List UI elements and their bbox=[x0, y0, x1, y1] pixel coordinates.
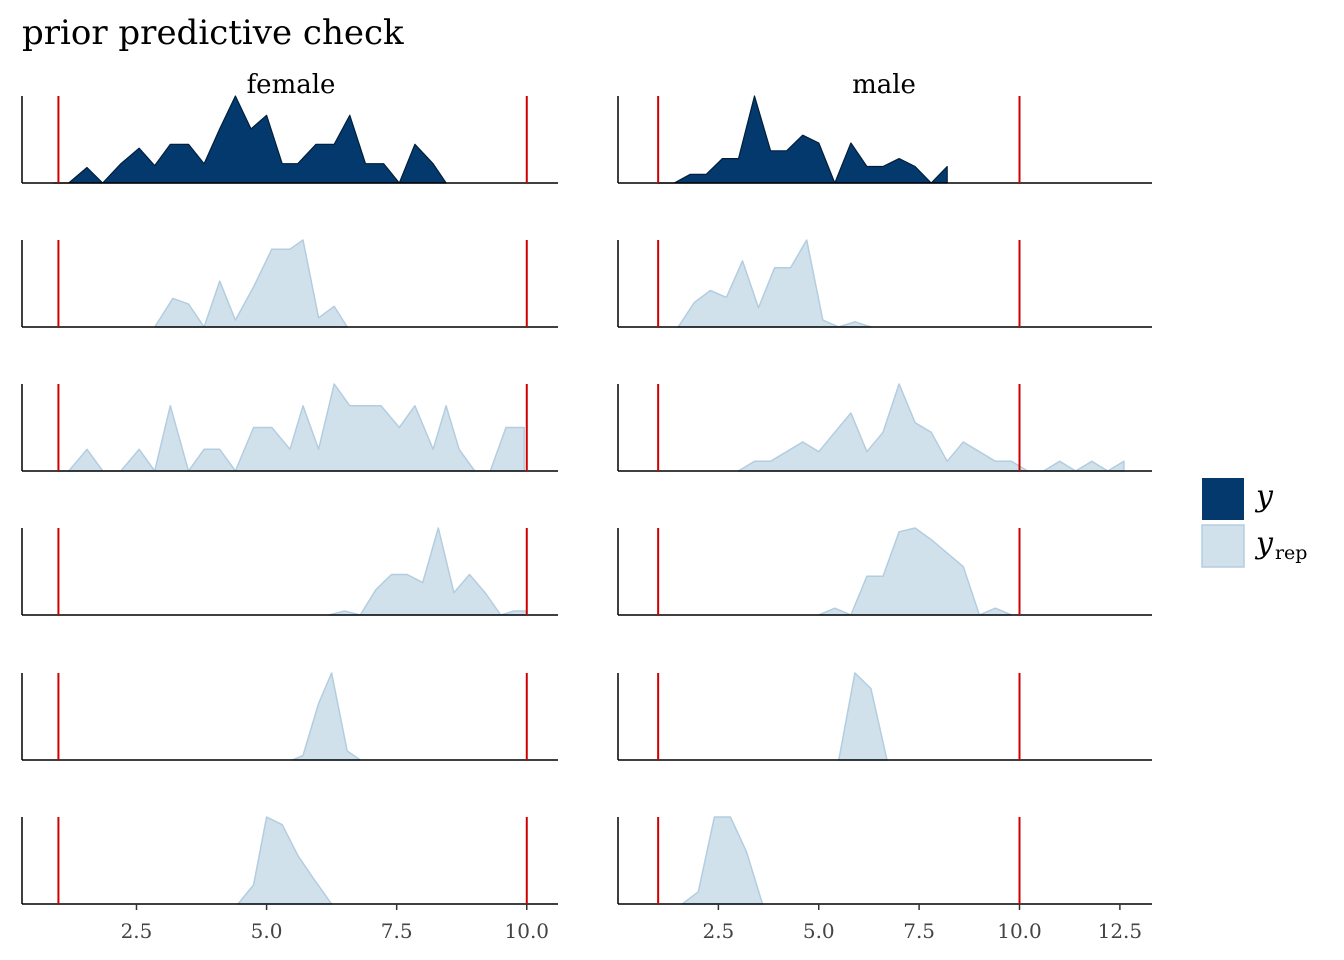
facet-panel-male: 2.5 5.0 7.5 10.0 12.5 bbox=[617, 95, 1152, 943]
y-density-male-row-1 bbox=[657, 95, 948, 184]
yrep-density-female-row-3 bbox=[57, 383, 525, 472]
legend-yrep-swatch bbox=[1201, 524, 1245, 568]
yrep-density-male-row-3 bbox=[737, 383, 1125, 472]
yrep-density-female-row-2 bbox=[153, 239, 348, 328]
x-tick-label-male-7.5: 7.5 bbox=[903, 919, 935, 943]
facet-label-male: male bbox=[852, 70, 916, 100]
yrep-density-male-row-2 bbox=[677, 239, 872, 328]
legend-y-label: y bbox=[1254, 479, 1274, 514]
facet-panel-female: 2.5 5.0 7.5 10.0 bbox=[21, 95, 558, 943]
legend: y y rep bbox=[1201, 478, 1307, 568]
yrep-density-male-row-5 bbox=[838, 672, 888, 761]
x-tick-label-female-7.5: 7.5 bbox=[381, 919, 413, 943]
x-tick-label-male-5.0: 5.0 bbox=[803, 919, 835, 943]
yrep-density-male-row-4 bbox=[818, 527, 1013, 616]
legend-y-swatch bbox=[1202, 478, 1244, 520]
x-tick-label-male-12.5: 12.5 bbox=[1098, 919, 1143, 943]
yrep-density-male-row-6 bbox=[681, 816, 764, 905]
chart-title: prior predictive check bbox=[22, 13, 404, 53]
legend-yrep-main: y bbox=[1254, 526, 1274, 561]
x-tick-label-female-2.5: 2.5 bbox=[121, 919, 153, 943]
y-density-female-row-1 bbox=[52, 95, 447, 184]
x-tick-label-female-5.0: 5.0 bbox=[251, 919, 283, 943]
x-tick-label-male-10.0: 10.0 bbox=[997, 919, 1042, 943]
x-tick-label-female-10.0: 10.0 bbox=[505, 919, 550, 943]
x-tick-label-male-2.5: 2.5 bbox=[702, 919, 734, 943]
facet-label-female: female bbox=[247, 70, 336, 100]
yrep-density-female-row-4 bbox=[328, 527, 528, 616]
plot-layer: 2.5 5.0 7.5 10.0 2.5 5.0 7.5 10.0 12.5 bbox=[21, 95, 1152, 943]
yrep-density-female-row-6 bbox=[237, 816, 333, 905]
legend-yrep-subscript: rep bbox=[1275, 542, 1308, 564]
yrep-density-female-row-5 bbox=[291, 672, 362, 761]
legend-yrep-label: y rep bbox=[1254, 526, 1307, 564]
